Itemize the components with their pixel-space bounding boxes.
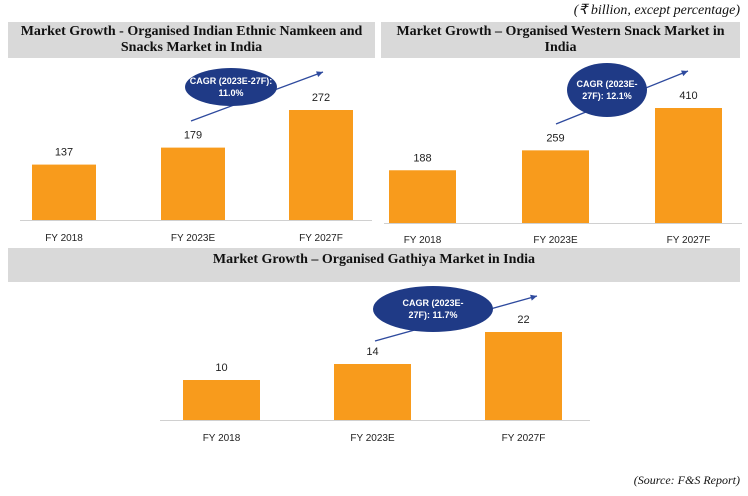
data-label: 14 (366, 346, 378, 358)
data-label: 188 (413, 152, 431, 164)
cagr-arrow-head (681, 70, 688, 77)
x-tick-label: FY 2023E (171, 233, 216, 244)
chart-1-plot: 137 FY 2018 179 FY 2023E 272 FY 2027F CAGR (20… (20, 68, 372, 244)
bar-fy-2018 (183, 380, 260, 420)
x-tick-label: FY 2023E (350, 433, 395, 444)
cagr-label: CAGR (2023E-27F): 11.7% (402, 298, 463, 320)
bar-fy-2023e (334, 364, 411, 420)
x-tick-label: FY 2023E (533, 235, 578, 246)
x-tick-label: FY 2018 (45, 233, 83, 244)
bar-fy-2023e (522, 150, 589, 223)
data-label: 410 (679, 90, 697, 102)
chart-2-plot: 188 FY 2018 259 FY 2023E 410 FY 2027F CAGR (20… (384, 63, 742, 246)
bar-fy-2018 (32, 164, 96, 220)
chart-1-title: Market Growth - Organised Indian Ethnic … (8, 22, 375, 58)
source-note: (Source: F&S Report) (633, 473, 740, 487)
chart-2-title: Market Growth – Organised Western Snack … (381, 22, 740, 58)
unit-note: (₹ billion, except percentage) (573, 3, 740, 18)
data-label: 22 (517, 314, 529, 326)
bar-fy-2027f (655, 108, 722, 223)
data-label: 272 (312, 92, 330, 104)
data-label: 10 (215, 362, 227, 374)
bar-fy-2023e (161, 147, 225, 220)
cagr-bubble (185, 68, 277, 106)
cagr-arrow-head (530, 294, 537, 301)
data-label: 179 (184, 130, 202, 142)
x-tick-label: FY 2027F (299, 233, 343, 244)
x-tick-label: FY 2027F (502, 433, 546, 444)
bar-fy-2027f (485, 332, 562, 420)
x-tick-label: FY 2018 (404, 235, 442, 246)
chart-3-title: Market Growth – Organised Gathiya Market… (8, 248, 740, 282)
cagr-bubble (567, 63, 647, 117)
chart-3-plot: 10 FY 2018 14 FY 2023E 22 FY 2027F CAGR (2023E… (160, 286, 590, 444)
cagr-bubble (373, 286, 493, 332)
x-tick-label: FY 2027F (667, 235, 711, 246)
bar-fy-2027f (289, 110, 353, 220)
cagr-label: CAGR (2023E-27F): 12.1% (576, 79, 637, 101)
bar-fy-2018 (389, 170, 456, 223)
cagr-arrow-head (316, 71, 323, 78)
x-tick-label: FY 2018 (203, 433, 241, 444)
data-label: 137 (55, 147, 73, 159)
data-label: 259 (546, 132, 564, 144)
cagr-label: CAGR (2023E-27F): 11.0% (190, 76, 273, 98)
